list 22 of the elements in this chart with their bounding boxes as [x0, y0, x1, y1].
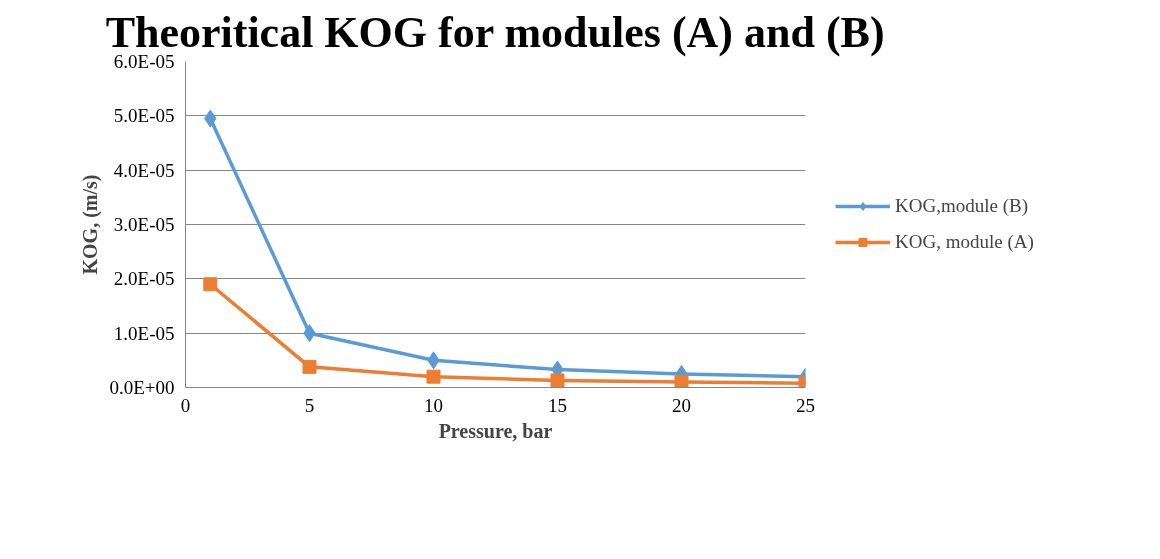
legend-label: KOG, module (A) — [895, 231, 1034, 253]
point — [426, 369, 441, 384]
y-tick-label: 0.0E+00 — [109, 377, 175, 398]
x-tick-label: 20 — [672, 394, 691, 416]
y-tick-label: 5.0E-05 — [113, 105, 175, 127]
x-tick-label: 25 — [796, 394, 815, 416]
point — [302, 359, 317, 374]
legend-label: KOG,module (B) — [895, 195, 1028, 217]
x-tick-label: 0 — [180, 394, 191, 416]
x-tick-label: 10 — [424, 394, 443, 416]
point — [674, 375, 689, 388]
x-tick-label: 5 — [304, 394, 315, 416]
y-tick-label: 1.0E-05 — [113, 322, 175, 344]
point — [203, 277, 218, 292]
y-axis-title: KOG, (m/s) — [79, 174, 103, 275]
y-tick-label: 2.0E-05 — [113, 268, 175, 290]
y-tick-label: 6.0E-05 — [113, 51, 175, 72]
x-axis-title: Pressure, bar — [438, 419, 553, 442]
x-tick-label: 15 — [548, 394, 567, 416]
y-tick-label: 3.0E-05 — [113, 214, 175, 235]
y-tick-label: 4.0E-05 — [113, 159, 175, 181]
point — [550, 373, 565, 388]
